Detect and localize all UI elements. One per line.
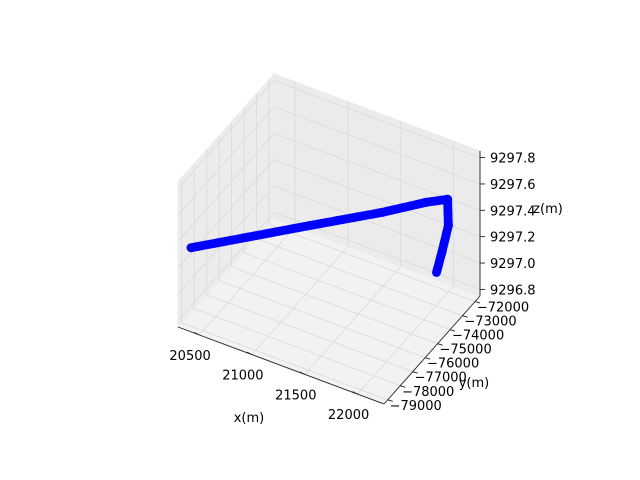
y-tick-label: −75000 <box>439 343 491 358</box>
x-axis-label: x(m) <box>234 411 265 426</box>
y-tick <box>437 343 443 346</box>
x-tick <box>246 351 253 356</box>
z-tick-label: 9296.8 <box>490 283 536 298</box>
y-tick-label: −73000 <box>464 315 516 330</box>
y-tick <box>462 315 468 318</box>
y-axis-label: y(m) <box>459 376 490 391</box>
axes-panes <box>177 72 481 405</box>
z-tick-label: 9297.6 <box>490 178 536 193</box>
x-tick-label: 20500 <box>169 349 210 364</box>
z-tick-label: 9297.0 <box>490 257 536 272</box>
x-tick-label: 21500 <box>275 388 316 403</box>
tick-marks <box>193 157 485 402</box>
y-gridline <box>256 238 463 317</box>
y-tick <box>474 301 481 304</box>
x-tick <box>299 371 305 375</box>
axis-lines <box>177 151 481 405</box>
y-tick <box>412 371 418 374</box>
tick-labels: 20500210002150022000−79000−78000−77000−7… <box>169 152 535 424</box>
x-tick-label: 22000 <box>328 408 369 423</box>
x-axis-line <box>177 326 385 405</box>
y-gridline <box>206 294 413 373</box>
z-gridline <box>177 80 275 189</box>
z-tick-label: 9297.8 <box>490 152 536 167</box>
y-gridline <box>243 252 451 331</box>
x-tick <box>193 331 200 336</box>
z-tick-label: 9297.2 <box>490 231 536 246</box>
y-tick-label: −79000 <box>390 399 442 414</box>
x-tick <box>352 391 358 395</box>
z-gridline <box>273 80 481 158</box>
z-gridline <box>177 212 275 321</box>
y-gridline <box>268 224 476 302</box>
y-gridline <box>194 308 401 387</box>
y-tick-label: −77000 <box>415 371 467 386</box>
y-tick <box>400 385 406 388</box>
y-tick <box>387 399 393 402</box>
z-axis-label: z(m) <box>533 202 563 217</box>
z-gridline <box>177 106 275 216</box>
z-gridline <box>273 106 481 185</box>
y-tick-label: −72000 <box>477 301 529 316</box>
y-tick-label: −74000 <box>452 329 504 344</box>
x-tick-label: 21000 <box>222 369 263 384</box>
y-tick-label: −76000 <box>427 357 479 372</box>
data-points <box>186 194 453 277</box>
y-tick <box>449 329 456 332</box>
y-gridline <box>219 280 426 359</box>
y-gridline <box>231 266 438 345</box>
data-point <box>432 267 441 277</box>
y-tick-label: −78000 <box>402 385 454 400</box>
z-gridline <box>177 133 275 242</box>
y-tick <box>425 357 431 360</box>
y-gridline <box>181 322 388 401</box>
z-tick-label: 9297.4 <box>490 204 536 219</box>
y-axis-line <box>383 295 481 405</box>
